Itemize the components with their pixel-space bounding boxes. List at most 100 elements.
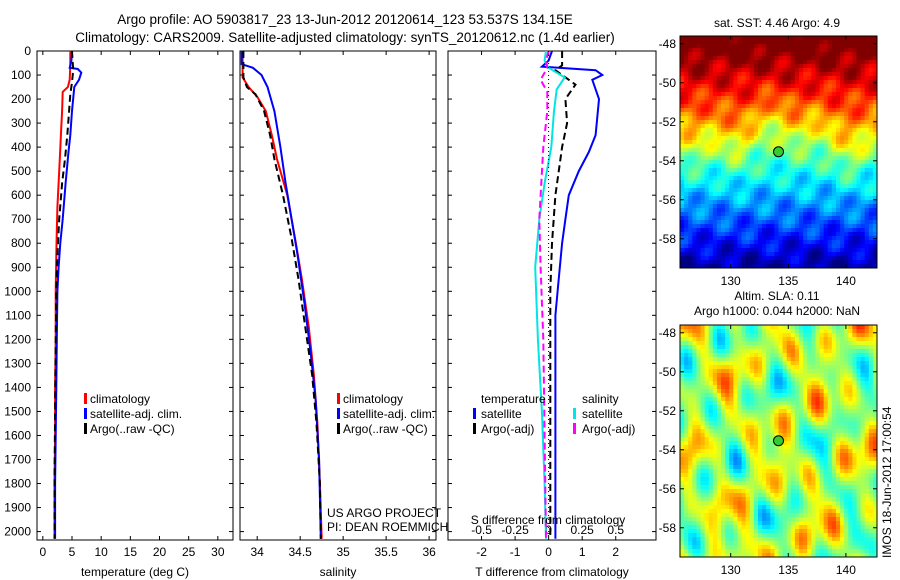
map-cell xyxy=(770,220,775,225)
map-cell xyxy=(827,413,833,418)
map-cell xyxy=(803,365,808,370)
map-cell xyxy=(680,244,685,249)
map-cell xyxy=(766,357,771,362)
map-cell xyxy=(708,184,714,189)
map-cell xyxy=(716,329,722,334)
map-cell xyxy=(696,160,702,165)
map-cell xyxy=(741,40,747,45)
map-cell xyxy=(786,48,792,53)
map-cell xyxy=(745,469,751,474)
map-cell xyxy=(782,353,788,358)
map-cell xyxy=(733,128,738,133)
y-tick-label: 1900 xyxy=(4,501,31,515)
map-cell xyxy=(799,349,804,354)
map-cell xyxy=(684,485,689,490)
map-cell xyxy=(725,240,730,245)
map-cell xyxy=(803,100,808,105)
map-cell xyxy=(815,76,821,81)
map-cell xyxy=(856,224,862,229)
map-cell xyxy=(803,252,808,257)
map-cell xyxy=(815,136,821,141)
map-cell xyxy=(872,449,878,454)
map-cell xyxy=(807,373,812,378)
map-cell xyxy=(733,136,738,141)
map-cell xyxy=(692,188,697,193)
map-cell xyxy=(835,397,841,402)
map-cell xyxy=(790,136,796,141)
map-cell xyxy=(762,228,767,233)
map-cell xyxy=(745,256,751,261)
map-cell xyxy=(844,361,849,366)
map-cell xyxy=(856,413,862,418)
map-cell xyxy=(815,437,821,442)
map-cell xyxy=(733,244,738,249)
map-cell xyxy=(708,172,714,177)
map-cell xyxy=(688,397,693,402)
map-cell xyxy=(737,329,743,334)
map-cell xyxy=(737,84,743,89)
map-cell xyxy=(799,449,804,454)
map-cell xyxy=(782,76,788,81)
y-tick-label: 0 xyxy=(24,44,31,58)
map-cell xyxy=(856,176,862,181)
map-cell xyxy=(770,389,775,394)
map-cell xyxy=(692,156,697,161)
map-cell xyxy=(704,92,710,97)
map-cell xyxy=(794,325,800,330)
map-cell xyxy=(725,381,730,386)
map-cell xyxy=(745,200,751,205)
map-cell xyxy=(782,112,788,117)
map-cell xyxy=(864,240,870,245)
map-cell xyxy=(737,120,743,125)
map-cell xyxy=(872,365,878,370)
map-cell xyxy=(757,341,763,346)
map-cell xyxy=(721,196,726,201)
map-cell xyxy=(733,405,738,410)
map-cell xyxy=(774,325,779,330)
map-cell xyxy=(856,329,862,334)
map-cell xyxy=(729,156,734,161)
map-cell xyxy=(680,357,685,362)
map-cell xyxy=(745,160,751,165)
map-cell xyxy=(729,136,734,141)
map-cell xyxy=(704,84,710,89)
map-cell xyxy=(749,401,755,406)
map-cell xyxy=(831,76,837,81)
map-cell xyxy=(778,473,784,478)
map-cell xyxy=(786,128,792,133)
map-cell xyxy=(692,232,697,237)
map-cell xyxy=(749,248,755,253)
map-cell xyxy=(840,60,845,65)
map-cell xyxy=(844,88,849,93)
map-cell xyxy=(774,393,779,398)
map-cell xyxy=(811,465,816,470)
map-cell xyxy=(835,393,841,398)
map-cell xyxy=(721,200,726,205)
map-cell xyxy=(860,212,866,217)
map-cell xyxy=(680,260,685,265)
map-cell xyxy=(811,48,816,53)
map-cell xyxy=(852,473,857,478)
map-cell xyxy=(680,365,685,370)
map-cell xyxy=(815,469,821,474)
map-cell xyxy=(786,405,792,410)
map-cell xyxy=(729,108,734,113)
map-cell xyxy=(786,401,792,406)
map-cell xyxy=(831,333,837,338)
map-cell xyxy=(733,64,738,69)
map-cell xyxy=(872,248,878,253)
map-cell xyxy=(852,188,857,193)
series-line-argo-raw-qc- xyxy=(53,50,75,539)
map-cell xyxy=(844,160,849,165)
map-cell xyxy=(729,373,734,378)
map-cell xyxy=(696,104,702,109)
map-cell xyxy=(774,473,779,478)
map-cell xyxy=(803,401,808,406)
map-cell xyxy=(749,429,755,434)
map-cell xyxy=(852,393,857,398)
map-cell xyxy=(729,88,734,93)
map-cell xyxy=(844,152,849,157)
map-cell xyxy=(848,44,853,49)
map-cell xyxy=(774,465,779,470)
map-cell xyxy=(774,156,779,161)
